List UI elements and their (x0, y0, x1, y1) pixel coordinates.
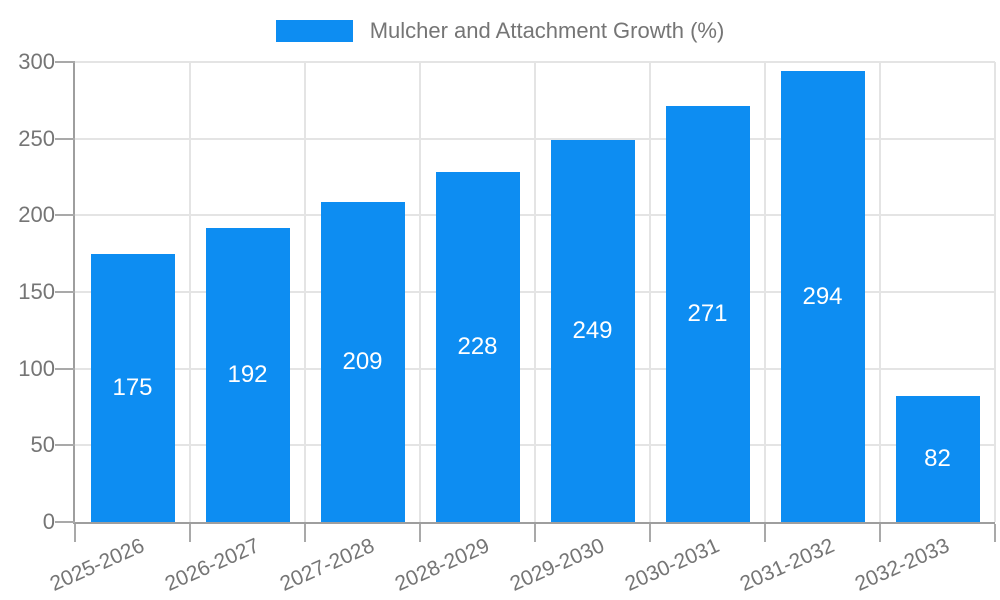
gridline-vertical (879, 62, 881, 522)
bar: 192 (205, 227, 290, 522)
bar: 249 (550, 140, 635, 522)
y-axis-tick (55, 444, 75, 447)
gridline-vertical (419, 62, 421, 522)
x-tick-label: 2032-2033 (851, 534, 953, 596)
bar-value-label: 294 (802, 282, 843, 310)
bar: 228 (435, 172, 520, 522)
x-axis-tick (994, 524, 996, 542)
bar: 294 (780, 71, 865, 522)
bar-value-label: 249 (572, 317, 613, 345)
x-tick-label: 2028-2029 (391, 534, 493, 596)
gridline-vertical (649, 62, 651, 522)
gridline-vertical (994, 62, 996, 522)
x-axis-tick (649, 524, 651, 542)
gridline-vertical (534, 62, 536, 522)
y-tick-label: 50 (30, 432, 55, 458)
x-axis-tick (74, 524, 76, 542)
bar: 175 (90, 253, 175, 522)
bar: 82 (895, 396, 980, 522)
bar: 209 (320, 201, 405, 522)
y-tick-label: 200 (18, 202, 55, 228)
y-axis-tick (55, 291, 75, 293)
plot-area: 0 50 100 150 200 250 300 175 192 209 228 249 271 294 8… (18, 49, 996, 596)
y-axis-tick (55, 61, 75, 63)
x-tick-label: 2026-2027 (161, 534, 263, 596)
bar-value-label: 271 (687, 300, 728, 328)
bar: 271 (665, 106, 750, 522)
x-tick-label: 2031-2032 (736, 534, 838, 596)
bar-value-label: 228 (457, 333, 498, 361)
x-axis-tick (534, 524, 536, 542)
x-axis-tick (304, 524, 306, 542)
legend-label: Mulcher and Attachment Growth (%) (369, 18, 725, 43)
gridline-vertical (189, 62, 191, 522)
y-axis-tick (55, 521, 75, 523)
y-axis-tick (55, 137, 75, 140)
y-tick-label: 100 (18, 355, 55, 381)
x-tick-label: 2029-2030 (506, 534, 608, 596)
y-tick-label: 300 (18, 49, 55, 74)
bar-value-label: 175 (112, 373, 153, 401)
x-tick-label: 2025-2026 (46, 534, 148, 596)
legend-swatch (275, 20, 353, 42)
bar-value-label: 209 (342, 347, 383, 375)
x-axis-tick (189, 524, 191, 542)
gridline-vertical (304, 62, 306, 522)
y-axis-tick (55, 214, 75, 217)
x-axis-tick (879, 524, 881, 542)
y-tick-label: 250 (18, 125, 55, 151)
gridline-vertical (764, 62, 766, 522)
y-tick-label: 0 (42, 509, 55, 534)
y-tick-label: 150 (18, 279, 55, 304)
x-axis-tick (419, 524, 421, 542)
y-axis-tick (55, 367, 75, 370)
bar-value-label: 192 (227, 360, 268, 388)
x-axis-tick (764, 524, 766, 542)
chart-legend: Mulcher and Attachment Growth (%) (0, 18, 1000, 44)
x-tick-label: 2030-2031 (621, 534, 723, 596)
x-tick-label: 2027-2028 (276, 534, 378, 596)
bar-value-label: 82 (924, 445, 951, 473)
